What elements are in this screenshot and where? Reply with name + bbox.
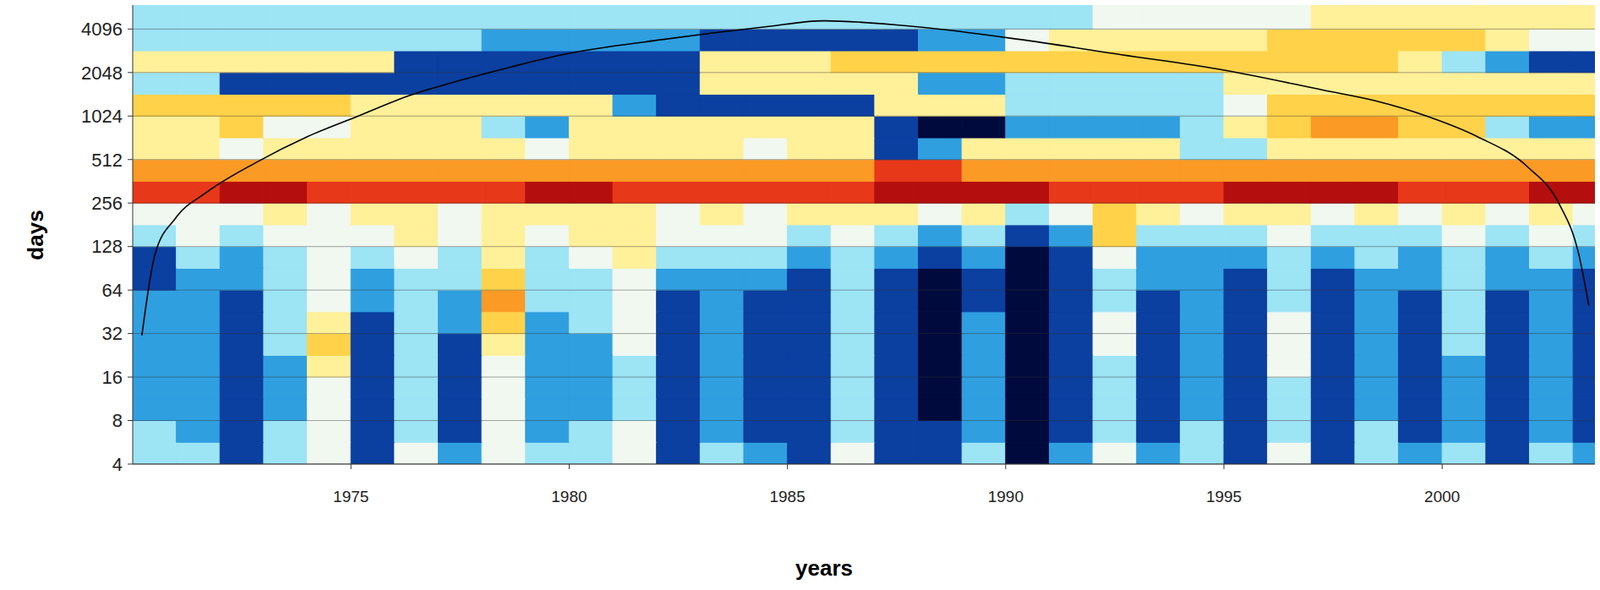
svg-text:1024: 1024 [81, 105, 123, 127]
svg-text:16: 16 [102, 366, 123, 388]
svg-text:1990: 1990 [988, 487, 1024, 506]
svg-text:2048: 2048 [81, 62, 123, 84]
html-text:days: days [22, 209, 48, 260]
svg-text:4096: 4096 [81, 18, 123, 40]
svg-text:32: 32 [102, 322, 123, 345]
svg-text:8: 8 [112, 409, 123, 432]
html-text:years: years [795, 554, 853, 581]
svg-text:1985: 1985 [769, 487, 805, 506]
svg-text:512: 512 [91, 149, 123, 171]
svg-text:4: 4 [112, 453, 123, 476]
svg-text:64: 64 [102, 279, 123, 301]
svg-text:256: 256 [91, 192, 123, 214]
svg-text:128: 128 [91, 235, 123, 257]
svg-text:1995: 1995 [1206, 487, 1242, 506]
svg-text:1980: 1980 [551, 487, 587, 506]
svg-text:2000: 2000 [1424, 487, 1460, 506]
svg-text:1975: 1975 [333, 487, 369, 506]
